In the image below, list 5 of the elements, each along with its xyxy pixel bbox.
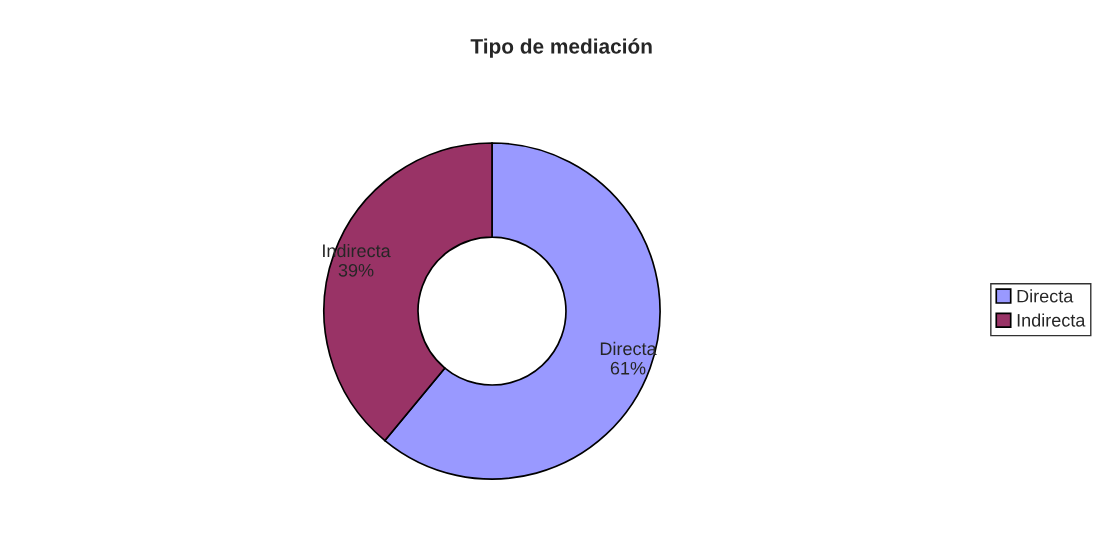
data-label: 39% xyxy=(338,263,374,277)
legend-label: Directa xyxy=(1017,289,1074,303)
data-label: 61% xyxy=(610,361,646,375)
chart-title: Tipo de mediación xyxy=(470,38,652,58)
legend-label: Indirecta xyxy=(1017,313,1086,327)
